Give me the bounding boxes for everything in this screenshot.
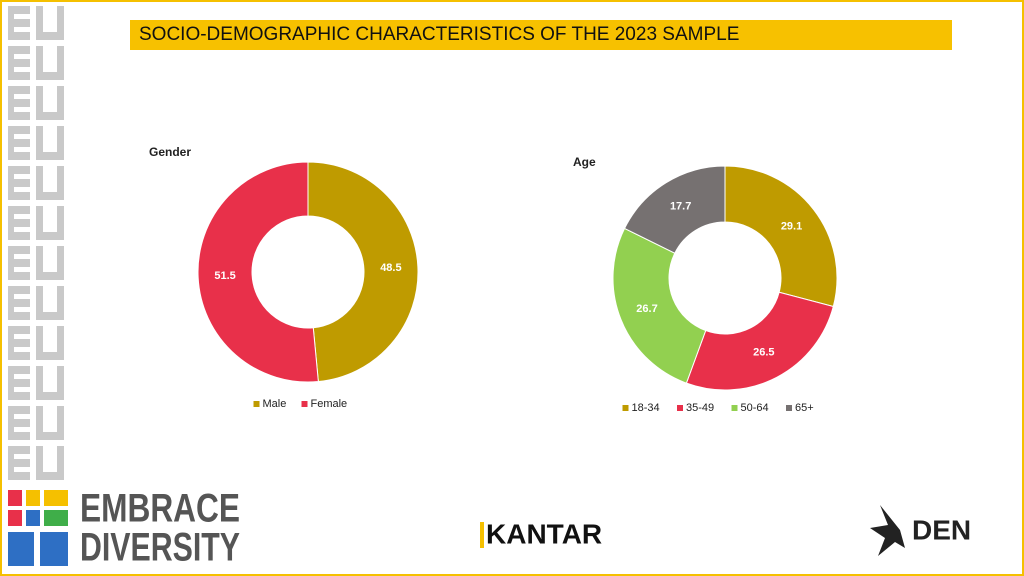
data-label: 48.5 bbox=[380, 262, 401, 274]
strip-gap bbox=[14, 467, 30, 472]
data-label: 51.5 bbox=[214, 270, 235, 282]
strip-gap bbox=[14, 54, 30, 59]
strip-block bbox=[8, 6, 30, 40]
legend-swatch bbox=[301, 401, 308, 407]
strip-block bbox=[8, 206, 30, 240]
strip-block bbox=[8, 86, 30, 120]
embrace-logo-blocks bbox=[8, 490, 68, 566]
logo-text: DIVERSITY bbox=[80, 526, 240, 570]
strip-block bbox=[8, 166, 30, 200]
strip-block bbox=[8, 446, 30, 480]
chart-title: Gender bbox=[149, 145, 191, 159]
strip-gap bbox=[14, 67, 30, 72]
data-label: 17.7 bbox=[670, 201, 691, 213]
strip-gap bbox=[14, 294, 30, 299]
title-bar bbox=[130, 20, 952, 50]
chart-title: Age bbox=[573, 155, 596, 169]
legend-swatch bbox=[677, 405, 683, 411]
logo-block bbox=[44, 510, 68, 526]
logo-text: KANTAR bbox=[486, 518, 602, 549]
strip-gap bbox=[14, 334, 30, 339]
strip-gap bbox=[43, 286, 57, 312]
kantar-mark bbox=[480, 522, 484, 548]
donut-slice bbox=[724, 165, 838, 308]
legend-label: 50-64 bbox=[741, 402, 769, 414]
legend-swatch bbox=[731, 405, 738, 411]
strip-block bbox=[8, 366, 30, 400]
data-label: 29.1 bbox=[781, 221, 802, 233]
strip-gap bbox=[43, 366, 57, 392]
strip-gap bbox=[43, 246, 57, 272]
strip-gap bbox=[43, 46, 57, 72]
legend-label: 35-49 bbox=[686, 402, 714, 414]
strip-gap bbox=[14, 27, 30, 32]
donut-slice bbox=[623, 165, 726, 254]
strip-gap bbox=[14, 14, 30, 19]
strip-gap bbox=[14, 94, 30, 99]
strip-gap bbox=[14, 214, 30, 219]
strip-block bbox=[8, 246, 30, 280]
strip-gap bbox=[14, 374, 30, 379]
strip-gap bbox=[43, 446, 57, 472]
donut-slice bbox=[612, 227, 707, 384]
strip-gap bbox=[43, 86, 57, 112]
strip-gap bbox=[14, 307, 30, 312]
den-star bbox=[870, 505, 905, 556]
legend-swatch bbox=[786, 405, 792, 411]
strip-gap bbox=[14, 187, 30, 192]
strip-gap bbox=[14, 147, 30, 152]
legend-label: Female bbox=[311, 398, 348, 410]
data-label: 26.5 bbox=[753, 346, 774, 358]
logo-block bbox=[8, 532, 34, 566]
logo-block bbox=[44, 490, 68, 506]
strip-gap bbox=[14, 347, 30, 352]
strip-gap bbox=[43, 166, 57, 192]
donut-slice bbox=[685, 291, 834, 391]
strip-gap bbox=[43, 6, 57, 32]
strip-gap bbox=[14, 387, 30, 392]
legend-swatch bbox=[253, 401, 260, 407]
strip-gap bbox=[14, 414, 30, 419]
strip-gap bbox=[14, 174, 30, 179]
strip-gap bbox=[14, 227, 30, 232]
strip-block bbox=[8, 46, 30, 80]
logo-block bbox=[40, 532, 68, 566]
strip-gap bbox=[14, 427, 30, 432]
strip-block bbox=[8, 326, 30, 360]
logo-block bbox=[8, 510, 22, 526]
slide-title: SOCIO-DEMOGRAPHIC CHARACTERISTICS OF THE… bbox=[139, 24, 739, 45]
logo-text: EMBRACE bbox=[80, 487, 240, 531]
donut-slice bbox=[307, 161, 419, 383]
strip-gap bbox=[43, 326, 57, 352]
logo-text: DEN bbox=[912, 514, 971, 545]
strip-gap bbox=[14, 254, 30, 259]
legend-label: 18-34 bbox=[632, 402, 660, 414]
logo-block bbox=[8, 490, 22, 506]
legend-swatch bbox=[622, 405, 629, 411]
donut-slice bbox=[197, 161, 319, 383]
strip-gap bbox=[14, 107, 30, 112]
legend-label: Male bbox=[263, 398, 287, 410]
strip-gap bbox=[14, 454, 30, 459]
legend-label: 65+ bbox=[795, 402, 814, 414]
strip-gap bbox=[43, 206, 57, 232]
strip-gap bbox=[43, 406, 57, 432]
strip-gap bbox=[14, 134, 30, 139]
strip-block bbox=[8, 286, 30, 320]
decorative-strip bbox=[8, 6, 64, 480]
logo-block bbox=[26, 490, 40, 506]
logo-block bbox=[26, 510, 40, 526]
strip-block bbox=[8, 406, 30, 440]
strip-gap bbox=[14, 267, 30, 272]
strip-gap bbox=[43, 126, 57, 152]
data-label: 26.7 bbox=[636, 303, 657, 315]
strip-block bbox=[8, 126, 30, 160]
